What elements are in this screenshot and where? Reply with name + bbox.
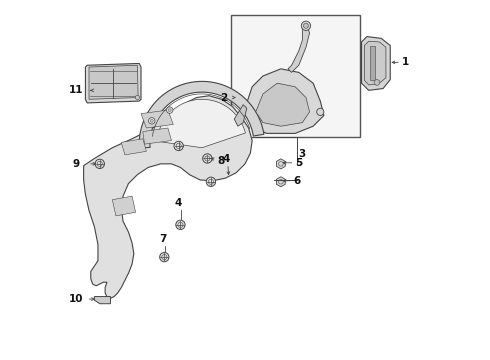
Circle shape <box>95 159 104 168</box>
Circle shape <box>206 177 216 186</box>
Text: 6: 6 <box>294 176 301 186</box>
Circle shape <box>97 161 102 166</box>
Circle shape <box>162 255 167 260</box>
Polygon shape <box>365 41 386 85</box>
Circle shape <box>148 118 155 124</box>
Circle shape <box>178 222 183 228</box>
Polygon shape <box>288 22 310 72</box>
Polygon shape <box>256 83 310 126</box>
Text: 8: 8 <box>218 156 224 166</box>
Polygon shape <box>276 177 285 187</box>
Polygon shape <box>112 196 136 216</box>
Circle shape <box>160 252 169 262</box>
Circle shape <box>279 162 283 166</box>
Circle shape <box>374 80 380 85</box>
Circle shape <box>303 23 309 28</box>
Text: 1: 1 <box>402 57 409 67</box>
Polygon shape <box>122 139 147 155</box>
Polygon shape <box>139 81 264 148</box>
Circle shape <box>208 179 214 184</box>
Text: 3: 3 <box>299 149 306 159</box>
Circle shape <box>167 107 173 113</box>
Polygon shape <box>85 63 141 103</box>
Polygon shape <box>157 99 245 148</box>
Text: 4: 4 <box>222 154 230 164</box>
Circle shape <box>135 95 140 100</box>
Polygon shape <box>95 297 111 304</box>
Polygon shape <box>141 110 173 128</box>
Bar <box>231 15 360 137</box>
Text: 11: 11 <box>69 85 83 95</box>
Polygon shape <box>84 96 252 298</box>
Circle shape <box>176 143 181 148</box>
Polygon shape <box>89 65 138 99</box>
Text: 2: 2 <box>220 93 228 103</box>
Text: 10: 10 <box>69 294 84 304</box>
Polygon shape <box>234 105 247 126</box>
Polygon shape <box>370 45 375 80</box>
Text: 7: 7 <box>159 234 166 244</box>
Circle shape <box>150 120 153 122</box>
Circle shape <box>301 21 311 31</box>
Circle shape <box>176 220 185 229</box>
Polygon shape <box>362 37 390 90</box>
Circle shape <box>279 180 283 184</box>
Circle shape <box>203 154 212 163</box>
Polygon shape <box>276 159 285 169</box>
Circle shape <box>174 141 183 150</box>
Circle shape <box>317 108 324 116</box>
Polygon shape <box>143 128 172 144</box>
Circle shape <box>168 109 171 112</box>
Circle shape <box>205 156 210 161</box>
Text: 5: 5 <box>295 158 302 168</box>
Text: 9: 9 <box>73 159 80 169</box>
Text: 4: 4 <box>175 198 182 208</box>
Polygon shape <box>245 69 324 134</box>
